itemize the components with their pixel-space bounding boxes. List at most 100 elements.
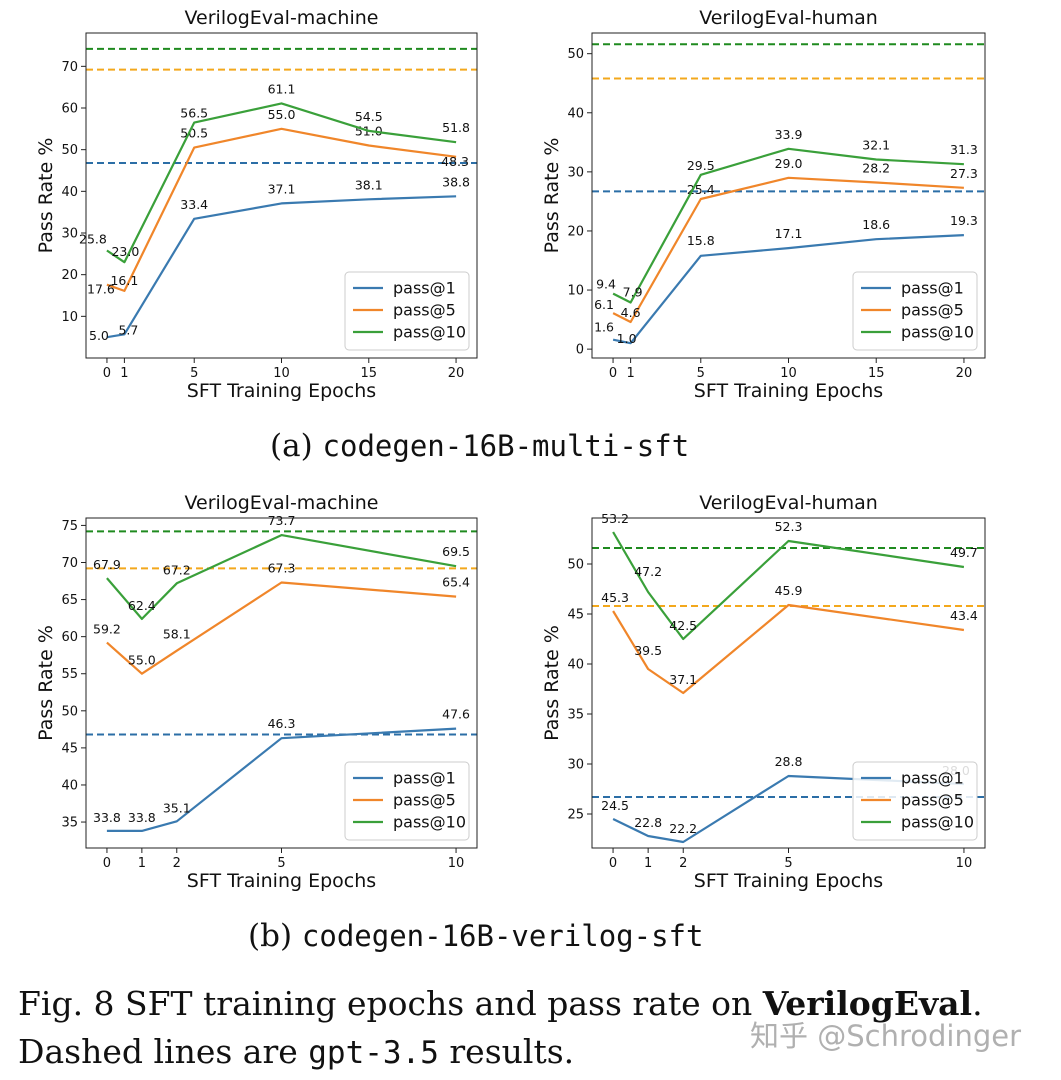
plot-frame [85,32,478,359]
x-tick-label: 0 [103,366,111,381]
legend-box [344,271,470,351]
y-axis-label: Pass Rate % [541,138,563,254]
series-line-pass-at-1 [612,234,964,345]
x-tick-label: 10 [273,366,290,381]
legend-label: pass@10 [393,323,466,342]
data-label: 55.0 [128,653,156,668]
x-axis-label: SFT Training Epochs [187,870,376,892]
data-label: 16.1 [110,273,138,288]
data-label: 5.0 [89,328,109,343]
data-label: 38.8 [442,174,470,189]
data-label: 67.9 [93,557,121,572]
data-label: 33.8 [93,810,121,825]
y-tick-label: 45 [567,608,584,623]
y-tick-label: 35 [61,816,78,831]
data-label: 47.2 [634,564,662,579]
y-tick-label: 60 [61,102,78,117]
legend-label: pass@5 [901,791,964,810]
data-label: 43.4 [950,608,978,623]
series-line-pass-at-10 [106,533,457,621]
data-label: 62.4 [128,598,156,613]
data-label: 32.1 [862,137,890,152]
chart-title: VerilogEval-machine [185,492,379,514]
caption-code: gpt-3.5 [308,1035,439,1071]
data-label: 35.1 [163,800,191,815]
y-tick-label: 45 [61,741,78,756]
x-tick-label: 1 [644,856,652,871]
y-tick-label: 20 [567,224,584,239]
subcaption-a-model: codegen-16B-multi-sft [322,429,690,463]
legend: pass@1 pass@5 pass@10 [852,271,978,351]
subcaption-b-label: (b) [248,918,293,954]
y-tick-label: 30 [567,758,584,773]
data-label: 15.8 [687,233,715,248]
x-tick-label: 0 [609,856,617,871]
caption-period: . [972,984,983,1023]
data-label: 69.5 [442,544,470,559]
data-label: 46.3 [268,716,296,731]
x-tick-label: 0 [103,856,111,871]
data-label: 27.3 [950,166,978,181]
caption-line-2: Dashed lines are gpt-3.5 results. [18,1028,1043,1077]
y-tick-label: 40 [61,185,78,200]
data-label: 65.4 [442,575,470,590]
legend: pass@1 pass@5 pass@10 [852,761,978,841]
data-label: 33.9 [775,127,803,142]
chart-title: VerilogEval-machine [185,7,379,29]
data-label: 6.1 [594,297,614,312]
legend-label: pass@5 [393,301,456,320]
legend-label: pass@10 [901,323,974,342]
data-label: 28.8 [775,754,803,769]
legend-box [852,761,978,841]
x-axis-label: SFT Training Epochs [694,870,883,892]
x-tick-label: 5 [784,856,792,871]
data-label: 39.5 [634,643,662,658]
caption-line2-prefix: Dashed lines are [18,1032,309,1071]
data-label: 55.0 [268,107,296,122]
data-label: 22.2 [669,821,697,836]
data-label: 67.2 [163,562,191,577]
data-label: 23.0 [111,244,139,259]
data-label: 56.5 [180,106,208,121]
y-tick-label: 60 [61,630,78,645]
subcaption-b-model: codegen-16B-verilog-sft [301,919,704,953]
data-label: 58.1 [163,627,191,642]
x-tick-label: 10 [448,856,465,871]
subcaption-a-label: (a) [270,428,313,464]
data-label: 29.5 [687,158,715,173]
y-tick-label: 50 [567,558,584,573]
data-label: 25.8 [79,232,107,247]
data-label: 19.3 [950,213,978,228]
data-label: 31.3 [950,142,978,157]
data-label: 1.6 [594,320,614,335]
legend-label: pass@1 [393,279,456,298]
series-line-pass-at-10 [106,102,457,264]
data-label: 48.3 [441,154,469,169]
subcaption-a: (a) codegen-16B-multi-sft [270,428,689,464]
data-label: 54.5 [355,109,383,124]
chart-title: VerilogEval-human [699,492,878,514]
data-label: 50.5 [180,126,208,141]
data-label: 45.3 [601,590,629,605]
data-label: 51.8 [442,120,470,135]
data-label: 37.1 [669,672,697,687]
y-tick-label: 65 [61,593,78,608]
caption-line2-suffix: results. [438,1032,575,1071]
legend-box [852,271,978,351]
data-label: 24.5 [601,798,629,813]
y-tick-label: 20 [61,268,78,283]
y-axis-label: Pass Rate % [35,625,57,741]
series-line-pass-at-5 [106,581,457,675]
data-label: 59.2 [93,622,121,637]
y-tick-label: 55 [61,667,78,682]
x-tick-label: 2 [679,856,687,871]
caption-line-1: Fig. 8 SFT training epochs and pass rate… [18,980,1043,1028]
data-label: 28.2 [862,161,890,176]
data-label: 33.4 [180,197,208,212]
data-label: 17.6 [87,282,115,297]
data-label: 1.0 [617,331,637,346]
caption-prefix: Fig. 8 SFT training epochs and pass rate… [18,984,763,1023]
data-label: 29.0 [775,156,803,171]
